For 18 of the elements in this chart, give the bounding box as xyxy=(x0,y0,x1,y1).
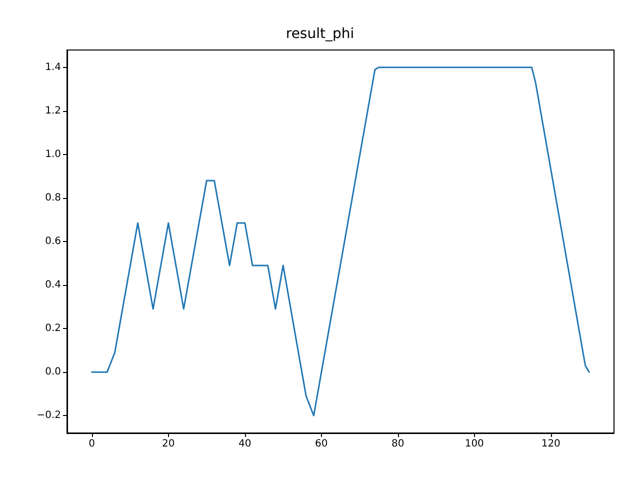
x-tick-label: 60 xyxy=(315,438,328,450)
y-tick-label: 0.8 xyxy=(45,192,61,204)
x-tick-label: 40 xyxy=(238,438,252,450)
y-tick-label: 0.6 xyxy=(45,236,61,247)
y-tick-label: −0.2 xyxy=(36,410,61,422)
x-tick-label: 0 xyxy=(88,438,96,450)
x-tick-label: 120 xyxy=(541,438,560,450)
y-tick-label: 1.0 xyxy=(45,148,61,160)
y-tick-label: 0.4 xyxy=(45,280,61,291)
chart-title: result_phi xyxy=(286,26,354,42)
x-tick-label: 100 xyxy=(464,438,484,450)
y-tick-label: 0.0 xyxy=(45,366,61,378)
x-tick-label: 20 xyxy=(162,438,175,450)
y-tick-label: 0.2 xyxy=(45,323,61,334)
x-tick-label: 80 xyxy=(392,438,404,450)
line-series xyxy=(91,66,590,416)
y-tick-label: 1.2 xyxy=(45,105,61,116)
y-tick-label: 1.4 xyxy=(45,62,61,73)
